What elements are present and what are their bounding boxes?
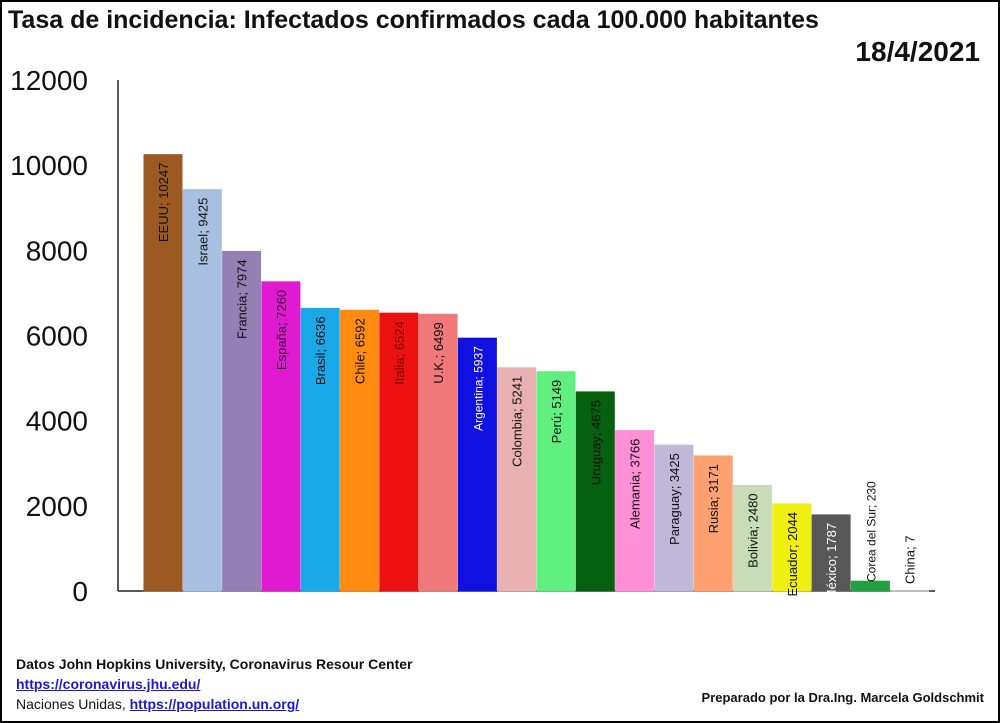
y-tick-label: 0 [72,576,88,607]
bar-value-label: México; 1787 [824,523,839,600]
bar-value-label: China; 7 [903,536,918,584]
bar-italia [379,312,419,592]
bar-value-label: Argentina; 5937 [471,346,485,431]
y-tick-label: 4000 [26,406,88,437]
bar-argentina [457,337,497,592]
bar-colombia [497,367,537,592]
y-tick-label: 2000 [26,491,88,522]
y-tick-label: 12000 [10,65,88,96]
bar-per- [536,371,576,592]
bar-value-label: Italia; 6524 [392,321,407,385]
bar-value-label: Uruguay; 4675 [588,400,603,485]
un-link[interactable]: https://population.un.org/ [129,696,300,712]
bar-espa-a [261,281,301,592]
chart-date: 18/4/2021 [855,36,980,67]
bar-israel [182,189,222,592]
bar-ecuador [772,503,812,592]
bar-value-label: España; 7260 [274,290,289,370]
bar-uruguay [575,391,615,592]
bar-value-label: Alemania; 3766 [628,439,643,529]
bar-u-k- [418,313,458,592]
bar-brasil [300,307,340,592]
bar-francia [222,250,262,592]
jhu-link[interactable]: https://coronavirus.jhu.edu/ [16,676,201,692]
bar-rusia [693,455,733,592]
bar-value-label: Perú; 5149 [549,380,564,444]
chart-title: Tasa de incidencia: Infectados confirmad… [8,6,819,34]
bar-chile [340,309,379,592]
bar-value-label: Brasil; 6636 [313,316,328,385]
bar-alemania [615,430,655,592]
bar-eeuu [143,154,183,592]
bar-value-label: Corea del Sur; 230 [864,481,878,582]
un-source-line: Naciones Unidas, https://population.un.o… [16,696,299,712]
y-tick-label: 8000 [26,235,88,266]
bar-value-label: EEUU; 10247 [156,163,171,243]
un-source-prefix: Naciones Unidas, [16,696,130,712]
bar-china [890,590,930,592]
bar-value-label: Colombia; 5241 [510,376,525,467]
bar-value-label: Bolivia; 2480 [746,493,761,567]
bar-paraguay [654,444,694,592]
author-credit: Preparado por la Dra.Ing. Marcela Goldsc… [701,690,984,705]
bar-value-label: Francia; 7974 [235,259,250,339]
bar-value-label: Israel; 9425 [195,198,210,266]
bar-bolivia [733,484,772,592]
bar-m-xico [811,514,851,592]
y-tick-label: 10000 [10,150,88,181]
bar-value-label: Paraguay; 3425 [667,453,682,545]
y-tick-label: 6000 [26,321,88,352]
bar-value-label: U.K.; 6499 [431,322,446,383]
data-source-text: Datos John Hopkins University, Coronavir… [16,656,413,672]
bar-value-label: Ecuador; 2044 [785,512,800,597]
bar-value-label: Rusia; 3171 [706,464,721,533]
bar-value-label: Chile; 6592 [353,318,368,384]
bar-corea-del-sur [850,580,890,592]
